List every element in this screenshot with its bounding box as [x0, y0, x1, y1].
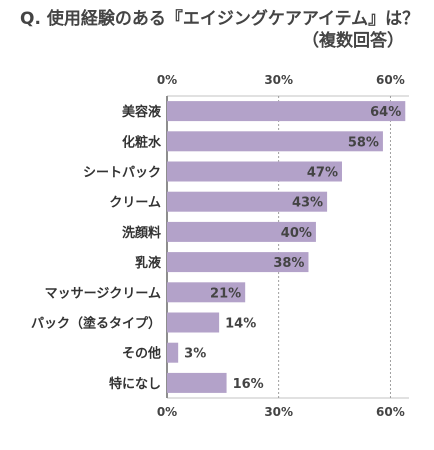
bar: [167, 342, 179, 363]
category-label: マッサージクリーム: [45, 286, 161, 301]
data-label: 21%: [210, 286, 241, 301]
data-label: 58%: [348, 135, 379, 150]
x-tick-label-bottom: 30%: [264, 405, 293, 419]
category-label: クリーム: [109, 196, 161, 211]
category-label: 洗顔料: [122, 225, 161, 241]
x-tick-label-bottom: 0%: [157, 405, 177, 419]
x-tick-label-top: 60%: [376, 73, 405, 87]
bar: [167, 282, 246, 303]
data-label: 14%: [225, 317, 256, 332]
x-tick-label-top: 0%: [157, 73, 177, 87]
category-label: 特になし: [109, 376, 161, 392]
chart-title-line1: Q. 使用経験のある『エイジングケアアイテム』は？: [20, 9, 420, 29]
category-label: パック（塗るタイプ）: [31, 316, 161, 332]
x-tick-label-top: 30%: [264, 73, 293, 87]
category-label: 美容液: [122, 104, 161, 120]
bar: [167, 161, 342, 182]
data-label: 64%: [370, 105, 401, 120]
bar: [167, 191, 328, 212]
category-label: シートパック: [83, 166, 161, 181]
category-label: その他: [122, 346, 161, 362]
bar: [167, 252, 309, 273]
category-label: 乳液: [135, 255, 161, 271]
data-label: 3%: [184, 347, 206, 362]
bar: [167, 312, 220, 333]
bar: [167, 372, 227, 393]
x-tick-label-bottom: 60%: [376, 405, 405, 419]
category-label: 化粧水: [122, 134, 162, 150]
data-label: 43%: [292, 196, 323, 211]
chart-title-line2: （複数回答）: [302, 31, 404, 51]
bar: [167, 221, 316, 242]
data-label: 38%: [273, 256, 304, 271]
data-label: 40%: [281, 226, 312, 241]
data-label: 47%: [307, 166, 338, 181]
bar: [167, 101, 406, 122]
chart-title: Q. 使用経験のある『エイジングケアアイテム』は？ （複数回答）: [20, 8, 424, 52]
data-label: 16%: [233, 377, 264, 392]
bar: [167, 131, 383, 152]
